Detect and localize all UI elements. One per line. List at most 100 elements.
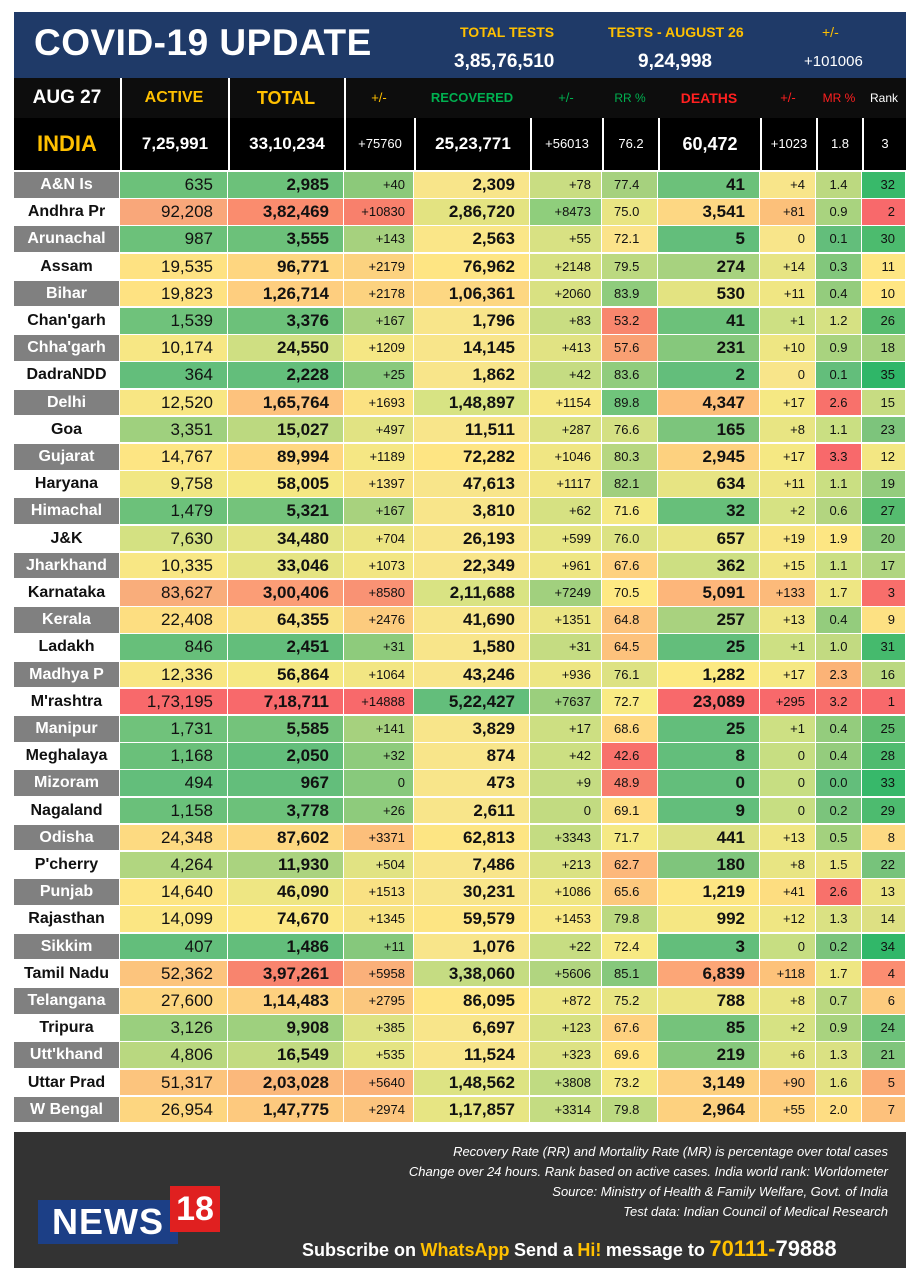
table-row: Meghalaya 1,168 2,050 +32 874 +42 42.6 8 0 0.4 28	[14, 743, 906, 770]
cell-total-change: +40	[344, 172, 414, 199]
state-name: Chan'garh	[14, 308, 120, 335]
cell-deaths-change: +17	[760, 661, 816, 689]
cell-total: 2,228	[228, 362, 344, 389]
table-row: Arunachal 987 3,555 +143 2,563 +55 72.1 5 0 0.1 30	[14, 226, 906, 253]
cell-active: 10,335	[120, 552, 228, 580]
cell-rank: 17	[862, 552, 906, 580]
cell-active: 7,630	[120, 525, 228, 553]
cell-total: 5,321	[228, 498, 344, 525]
cell-total-change: +1209	[344, 335, 414, 362]
cell-rr: 75.0	[602, 199, 658, 226]
cell-total-change: 0	[344, 770, 414, 797]
cell-total: 96,771	[228, 253, 344, 281]
cell-rank: 29	[862, 797, 906, 825]
cell-deaths-change: +11	[760, 280, 816, 308]
cell-rr: 75.2	[602, 988, 658, 1015]
cell-deaths: 41	[658, 308, 760, 335]
cell-deaths-change: +11	[760, 471, 816, 498]
subscribe-hi: Hi!	[577, 1240, 602, 1260]
cell-rank: 14	[862, 906, 906, 933]
cell-active: 12,520	[120, 389, 228, 417]
cell-deaths: 657	[658, 525, 760, 553]
cell-recovered: 41,690	[414, 607, 530, 634]
cell-rank: 21	[862, 1042, 906, 1069]
cell-mr: 0.1	[816, 226, 862, 253]
cell-deaths-change: 0	[760, 797, 816, 825]
state-name: Goa	[14, 416, 120, 444]
india-recovered-change: +56013	[530, 118, 602, 170]
cell-rank: 7	[862, 1096, 906, 1124]
cell-total: 9,908	[228, 1015, 344, 1042]
state-name: Delhi	[14, 389, 120, 417]
cell-recovered: 14,145	[414, 335, 530, 362]
cell-rr: 72.4	[602, 933, 658, 961]
cell-recovered-change: +42	[530, 362, 602, 389]
cell-recovered: 7,486	[414, 852, 530, 879]
col-total: TOTAL	[256, 88, 316, 108]
cell-rank: 4	[862, 960, 906, 988]
cell-active: 364	[120, 362, 228, 389]
cell-mr: 0.0	[816, 770, 862, 797]
cell-recovered-change: +1117	[530, 471, 602, 498]
cell-mr: 1.7	[816, 960, 862, 988]
cell-deaths-change: +2	[760, 1015, 816, 1042]
cell-total: 2,985	[228, 172, 344, 199]
india-deaths-change: +1023	[760, 118, 816, 170]
cell-rank: 1	[862, 688, 906, 716]
cell-deaths-change: +1	[760, 634, 816, 661]
cell-recovered-change: +961	[530, 552, 602, 580]
state-name: Haryana	[14, 471, 120, 498]
table-row: Chha'garh 10,174 24,550 +1209 14,145 +413 57.6…	[14, 335, 906, 362]
cell-active: 494	[120, 770, 228, 797]
cell-rank: 27	[862, 498, 906, 525]
india-total-change: +75760	[344, 118, 414, 170]
cell-active: 51,317	[120, 1069, 228, 1097]
cell-total-change: +2178	[344, 280, 414, 308]
cell-active: 987	[120, 226, 228, 253]
cell-deaths-change: +17	[760, 389, 816, 417]
cell-deaths: 3,541	[658, 199, 760, 226]
cell-mr: 2.3	[816, 661, 862, 689]
cell-recovered-change: +1351	[530, 607, 602, 634]
cell-deaths-change: +8	[760, 852, 816, 879]
cell-mr: 1.7	[816, 580, 862, 607]
cell-deaths: 788	[658, 988, 760, 1015]
cell-total: 3,82,469	[228, 199, 344, 226]
cell-recovered-change: +2148	[530, 253, 602, 281]
state-name: Meghalaya	[14, 743, 120, 770]
cell-mr: 1.2	[816, 308, 862, 335]
cell-deaths: 32	[658, 498, 760, 525]
cell-deaths-change: +1	[760, 308, 816, 335]
cell-recovered-change: +1046	[530, 444, 602, 471]
date-label: AUG 27	[32, 87, 102, 108]
cell-deaths-change: +118	[760, 960, 816, 988]
state-name: Tamil Nadu	[14, 960, 120, 988]
cell-mr: 0.3	[816, 253, 862, 281]
cell-recovered-change: +936	[530, 661, 602, 689]
subscribe-mid: Send a	[513, 1240, 573, 1260]
cell-total: 56,864	[228, 661, 344, 689]
cell-recovered: 5,22,427	[414, 688, 530, 716]
cell-rank: 34	[862, 933, 906, 961]
cell-total-change: +497	[344, 416, 414, 444]
footer: Recovery Rate (RR) and Mortality Rate (M…	[14, 1132, 906, 1268]
cell-rank: 31	[862, 634, 906, 661]
state-name: Odisha	[14, 824, 120, 852]
cell-rank: 16	[862, 661, 906, 689]
cell-active: 14,767	[120, 444, 228, 471]
state-name: Karnataka	[14, 580, 120, 607]
cell-recovered: 1,48,897	[414, 389, 530, 417]
col-active: ACTIVE	[144, 89, 204, 106]
cell-deaths: 219	[658, 1042, 760, 1069]
state-name: Andhra Pr	[14, 199, 120, 226]
cell-rr: 72.1	[602, 226, 658, 253]
cell-deaths-change: 0	[760, 226, 816, 253]
cell-total: 1,47,775	[228, 1096, 344, 1124]
cell-active: 14,099	[120, 906, 228, 933]
state-name: Nagaland	[14, 797, 120, 825]
cell-rr: 83.6	[602, 362, 658, 389]
cell-deaths-change: +13	[760, 607, 816, 634]
cell-rr: 57.6	[602, 335, 658, 362]
col-recovered: RECOVERED	[430, 90, 514, 105]
cell-recovered-change: +1453	[530, 906, 602, 933]
